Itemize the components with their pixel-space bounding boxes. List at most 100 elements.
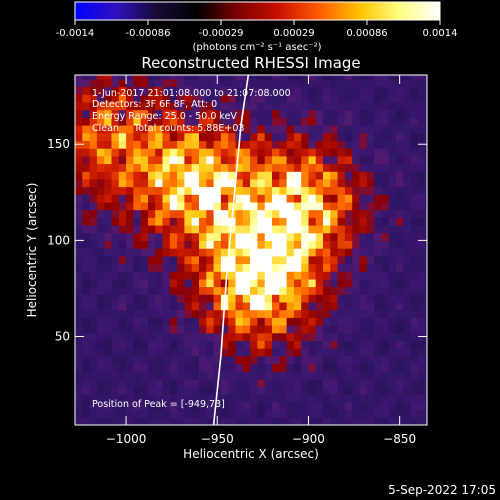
heatmap-cell xyxy=(140,163,149,172)
heatmap-cell xyxy=(286,263,295,272)
heatmap-cell xyxy=(169,355,178,365)
heatmap-cell xyxy=(177,371,185,380)
heatmap-cell xyxy=(352,132,361,141)
heatmap-cell xyxy=(82,240,91,249)
heatmap-cell xyxy=(133,240,142,249)
heatmap-cell xyxy=(148,155,156,165)
heatmap-cell xyxy=(75,109,83,118)
heatmap-cell xyxy=(301,171,310,180)
heatmap-cell xyxy=(191,240,200,249)
heatmap-cell xyxy=(140,209,149,218)
heatmap-cell xyxy=(374,171,382,180)
heatmap-cell xyxy=(235,355,244,365)
heatmap-cell xyxy=(396,309,404,318)
heatmap-cell xyxy=(352,271,361,280)
heatmap-cell xyxy=(228,386,237,395)
heatmap-cell xyxy=(388,378,397,388)
heatmap-cell xyxy=(191,232,200,241)
heatmap-cell xyxy=(96,409,105,418)
heatmap-cell xyxy=(381,75,390,80)
heatmap-cell xyxy=(366,332,375,341)
heatmap-cell xyxy=(169,86,178,95)
heatmap-cell xyxy=(374,371,382,380)
heatmap-cell xyxy=(242,286,251,295)
heatmap-cell xyxy=(264,78,273,88)
heatmap-cell xyxy=(272,201,280,211)
heatmap-cell xyxy=(323,94,331,103)
heatmap-cell xyxy=(140,117,149,126)
heatmap-cell xyxy=(293,348,302,357)
heatmap-cell xyxy=(396,386,404,395)
heatmap-cell xyxy=(337,309,346,318)
heatmap-cell xyxy=(184,209,193,218)
heatmap-cell xyxy=(301,117,310,126)
heatmap-cell xyxy=(133,78,142,88)
heatmap-cell xyxy=(272,78,280,88)
heatmap-cell xyxy=(286,186,295,195)
heatmap-cell xyxy=(206,386,215,395)
heatmap-cell xyxy=(286,355,295,365)
heatmap-cell xyxy=(162,401,171,411)
heatmap-cell xyxy=(250,140,258,149)
heatmap-cell xyxy=(257,155,266,165)
heatmap-cell xyxy=(96,340,105,349)
heatmap-cell xyxy=(126,109,134,118)
heatmap-cell xyxy=(155,186,164,195)
heatmap-cell xyxy=(242,371,251,380)
heatmap-cell xyxy=(410,155,419,165)
heatmap-cell xyxy=(359,140,368,149)
heatmap-cell xyxy=(126,363,134,372)
heatmap-cell xyxy=(89,109,98,118)
heatmap-cell xyxy=(279,417,288,425)
heatmap-cell xyxy=(126,301,134,311)
heatmap-cell xyxy=(293,286,302,295)
heatmap-cell xyxy=(403,186,412,195)
heatmap-cell xyxy=(257,317,266,326)
heatmap-cell xyxy=(184,225,193,234)
heatmap-cell xyxy=(344,394,353,403)
heatmap-cell xyxy=(213,294,222,303)
heatmap-cell xyxy=(155,325,164,334)
heatmap-cell xyxy=(425,340,427,349)
heatmap-cell xyxy=(330,225,339,234)
heatmap-cell xyxy=(286,271,295,280)
heatmap-cell xyxy=(111,348,120,357)
heatmap-cell xyxy=(250,332,258,341)
heatmap-cell xyxy=(155,271,164,280)
heatmap-cell xyxy=(374,255,382,265)
heatmap-cell xyxy=(89,209,98,218)
heatmap-cell xyxy=(111,309,120,318)
heatmap-cell xyxy=(206,94,215,103)
heatmap-cell xyxy=(344,355,353,365)
heatmap-cell xyxy=(323,278,331,288)
heatmap-cell xyxy=(301,101,310,111)
heatmap-cell xyxy=(242,101,251,111)
heatmap-cell xyxy=(89,240,98,249)
heatmap-cell xyxy=(272,386,280,395)
heatmap-cell xyxy=(359,317,368,326)
heatmap-cell xyxy=(330,186,339,195)
heatmap-cell xyxy=(155,117,164,126)
heatmap-cell xyxy=(104,286,113,295)
heatmap-cell xyxy=(425,378,427,388)
heatmap-cell xyxy=(235,294,244,303)
heatmap-cell xyxy=(417,186,426,195)
heatmap-cell xyxy=(242,178,251,188)
heatmap-cell xyxy=(89,286,98,295)
heatmap-cell xyxy=(403,101,412,111)
heatmap-cell xyxy=(272,286,280,295)
heatmap-cell xyxy=(388,278,397,288)
heatmap-cell xyxy=(403,340,412,349)
heatmap-cell xyxy=(89,278,98,288)
heatmap-cell xyxy=(75,101,83,111)
heatmap-cell xyxy=(410,217,419,226)
heatmap-cell xyxy=(75,163,83,172)
heatmap-cell xyxy=(293,278,302,288)
heatmap-cell xyxy=(381,401,390,411)
heatmap-cell xyxy=(228,125,237,134)
heatmap-cell xyxy=(75,363,83,372)
heatmap-cell xyxy=(301,294,310,303)
heatmap-cell xyxy=(155,148,164,157)
heatmap-cell xyxy=(315,194,324,203)
heatmap-cell xyxy=(323,378,331,388)
